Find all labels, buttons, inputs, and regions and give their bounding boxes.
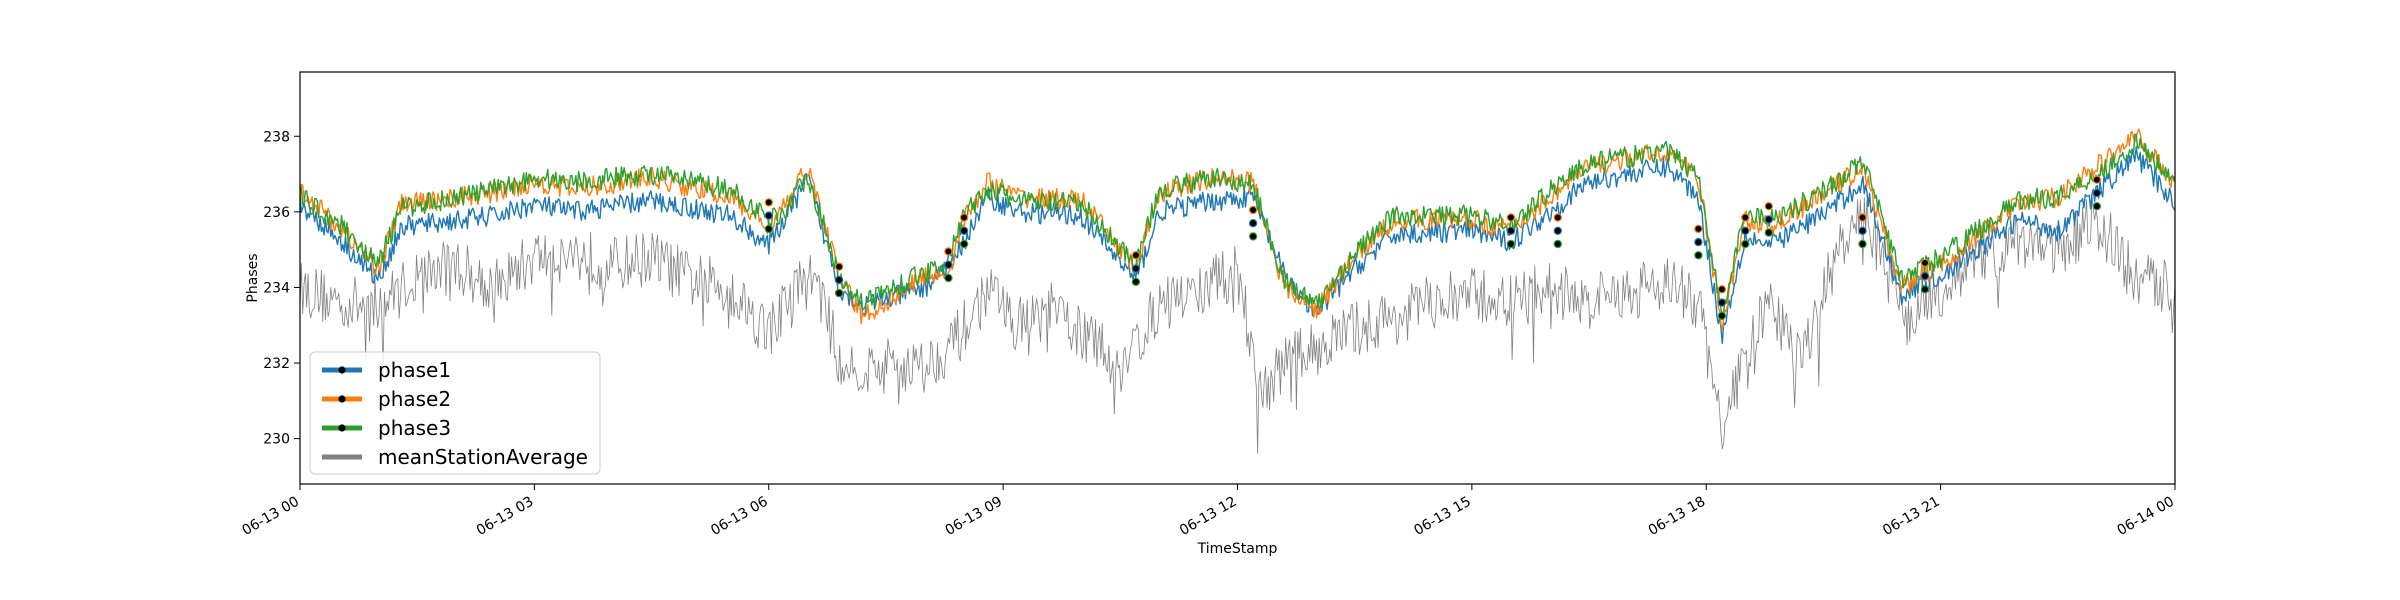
anomaly-marker — [1131, 251, 1141, 260]
anomaly-marker — [1694, 251, 1703, 260]
anomaly-marker — [1694, 237, 1703, 247]
series-line-meanStationAverage — [299, 195, 2176, 454]
series-layer — [299, 128, 2176, 454]
anomaly-marker — [959, 239, 969, 249]
legend-marker-phase1 — [338, 366, 346, 374]
anomaly-marker — [834, 275, 844, 285]
anomaly-marker — [764, 198, 774, 207]
anomaly-marker — [1717, 285, 1727, 294]
x-axis-label: TimeStamp — [1197, 541, 1278, 557]
y-tick-label: 234 — [263, 280, 290, 296]
anomaly-marker — [1694, 224, 1703, 234]
y-tick-label: 230 — [263, 432, 290, 448]
anomaly-marker — [944, 273, 953, 283]
legend-label-phase3: phase3 — [378, 416, 451, 440]
anomaly-marker — [944, 260, 953, 269]
y-tick-label: 236 — [263, 205, 290, 221]
anomaly-marker — [1717, 298, 1727, 307]
anomaly-marker — [1248, 205, 1258, 215]
legend-marker-phase3 — [338, 424, 346, 432]
legend-label-phase2: phase2 — [378, 387, 451, 411]
anomaly-marker — [959, 226, 969, 235]
anomaly-marker — [2092, 201, 2102, 211]
anomaly-marker — [944, 247, 953, 256]
legend-label-meanStationAverage: meanStationAverage — [378, 445, 588, 469]
anomaly-marker — [1553, 239, 1563, 249]
anomaly-marker — [2092, 175, 2102, 184]
anomaly-marker — [1858, 239, 1867, 249]
marker-layer — [764, 175, 2102, 320]
anomaly-marker — [2092, 188, 2102, 198]
y-axis-label: Phases — [245, 253, 261, 302]
anomaly-marker — [834, 288, 844, 298]
anomaly-marker — [1717, 311, 1727, 320]
anomaly-marker — [1131, 264, 1141, 273]
y-tick-label: 238 — [263, 129, 290, 145]
anomaly-marker — [1920, 258, 1930, 268]
anomaly-marker — [1764, 215, 1774, 224]
legend-box — [309, 351, 601, 475]
legend: phase1 phase2 phase3 meanStationAverage — [309, 351, 601, 475]
series-line-phase1 — [299, 146, 2176, 344]
anomaly-marker — [959, 213, 969, 222]
legend-marker-phase2 — [338, 395, 346, 403]
anomaly-marker — [1741, 226, 1750, 235]
anomaly-marker — [1506, 226, 1516, 235]
anomaly-marker — [1858, 226, 1867, 235]
anomaly-marker — [1920, 285, 1930, 294]
anomaly-marker — [1506, 239, 1516, 249]
anomaly-marker — [1131, 277, 1141, 286]
legend-label-phase1: phase1 — [378, 358, 451, 382]
y-tick-label: 232 — [263, 356, 290, 372]
series-line-phase3 — [299, 133, 2176, 321]
anomaly-marker — [1741, 213, 1750, 222]
anomaly-marker — [764, 211, 774, 220]
anomaly-marker — [1741, 239, 1750, 249]
anomaly-marker — [1764, 201, 1774, 211]
anomaly-marker — [764, 224, 774, 234]
anomaly-marker — [1553, 213, 1563, 222]
anomaly-marker — [1920, 271, 1930, 281]
anomaly-marker — [1553, 226, 1563, 235]
y-axis: 230 232 234 236 238 — [263, 129, 300, 448]
anomaly-marker — [834, 262, 844, 271]
anomaly-marker — [1858, 213, 1867, 222]
anomaly-marker — [1248, 218, 1258, 228]
anomaly-marker — [1248, 232, 1258, 241]
anomaly-marker — [1506, 213, 1516, 222]
anomaly-marker — [1764, 228, 1774, 237]
